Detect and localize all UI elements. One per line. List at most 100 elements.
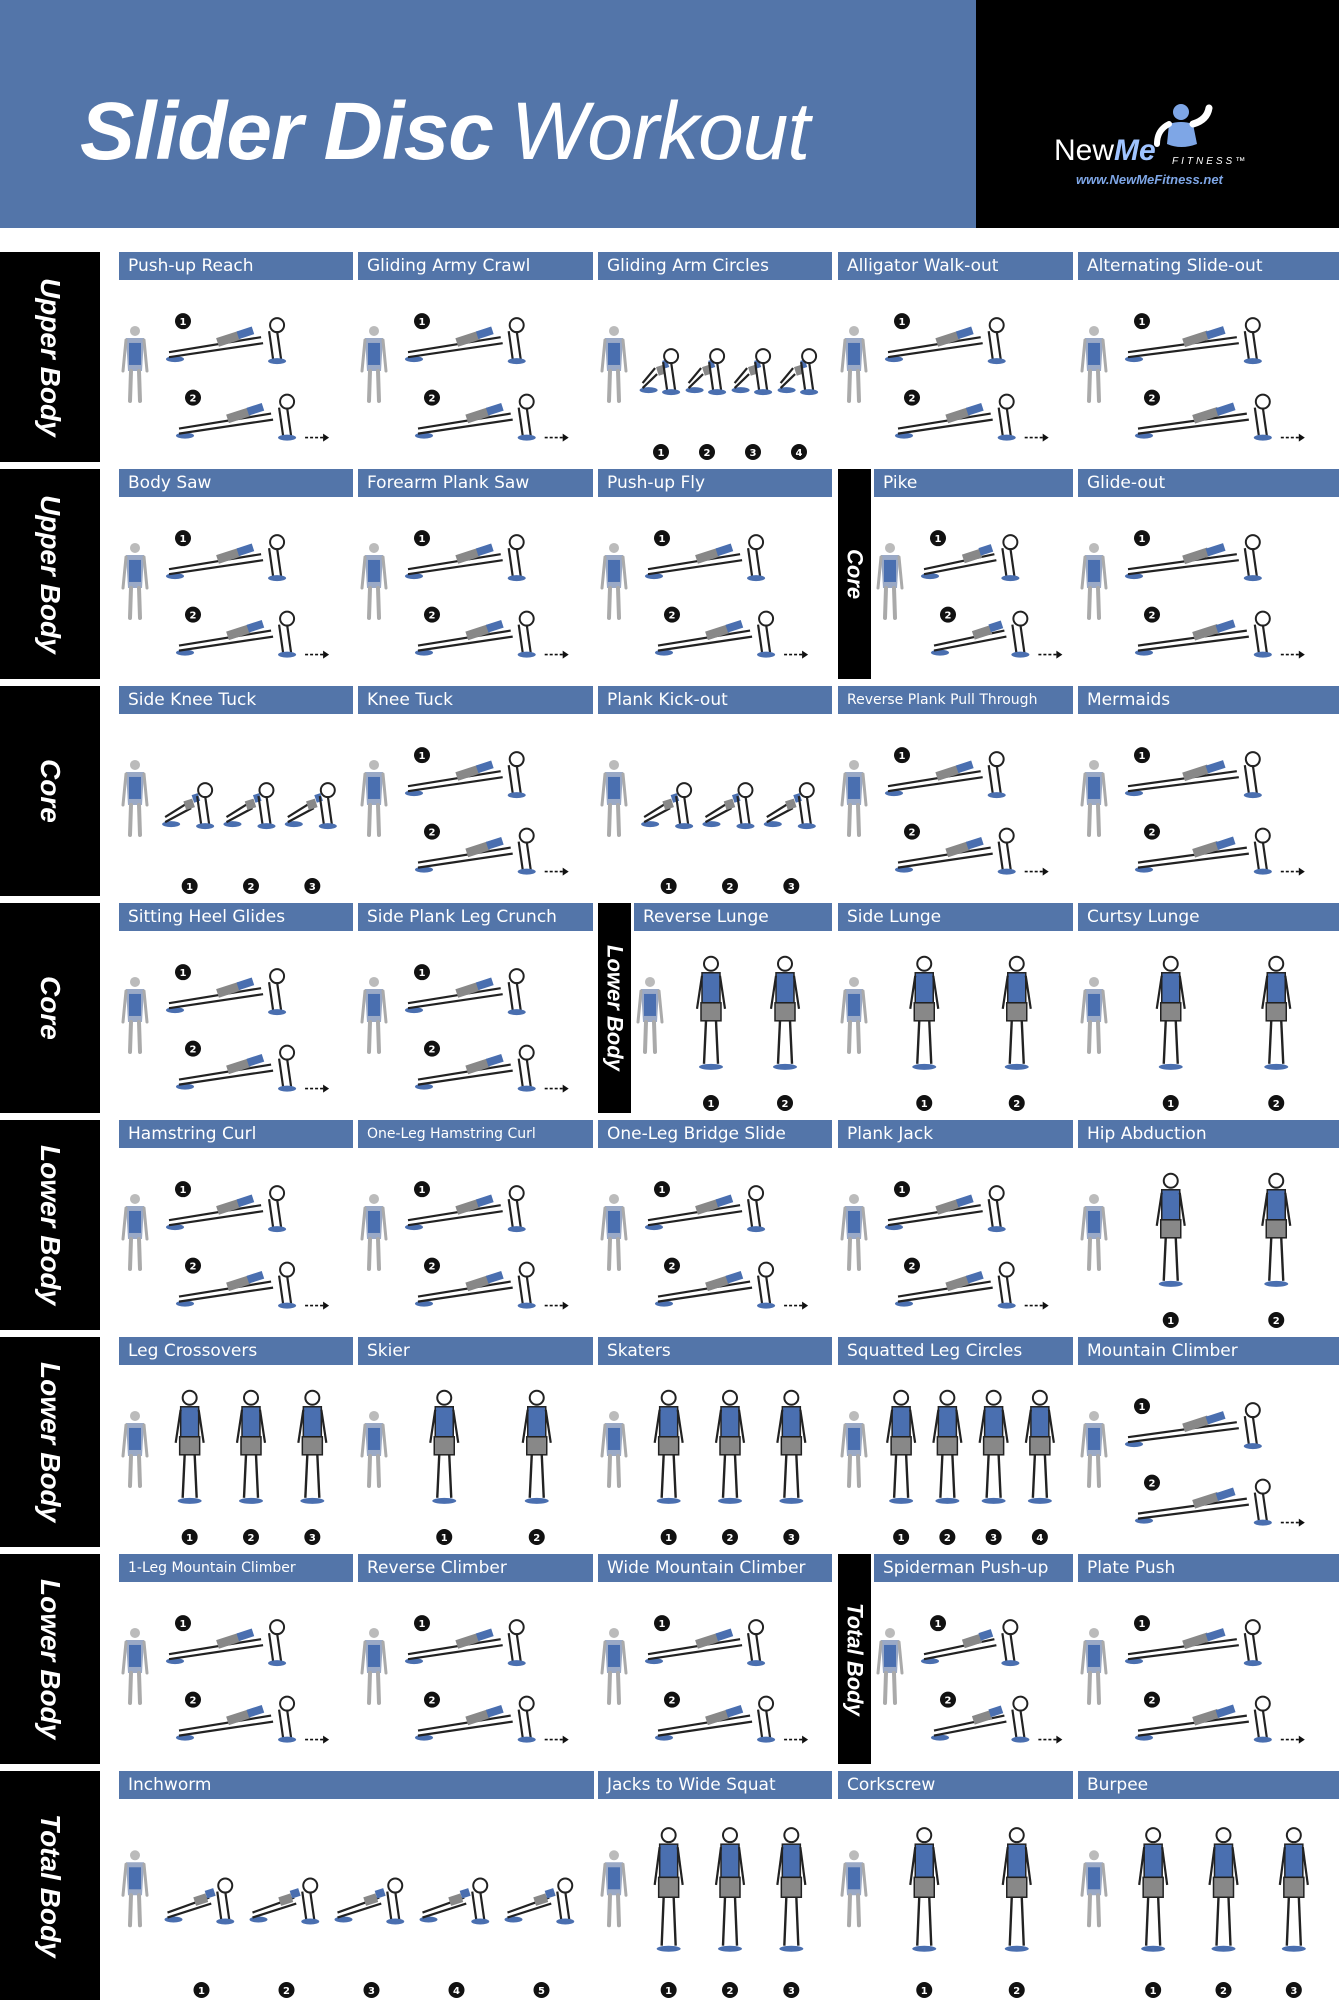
step-number-badge: 2 <box>424 606 440 623</box>
svg-text:1: 1 <box>419 534 426 545</box>
exercise-title: Plank Jack <box>838 1120 1073 1148</box>
exercise-figure-icon <box>641 782 694 830</box>
exercise-figure-icon <box>895 1261 1049 1310</box>
exercise-card-corkscrew: Corkscrew 1 2 <box>838 1771 1073 2000</box>
step-number-badge: 1 <box>414 747 430 764</box>
svg-text:2: 2 <box>727 882 734 893</box>
muscle-map-icon <box>121 1193 149 1271</box>
exercise-figure-icon <box>655 1261 809 1310</box>
muscle-map-icon <box>600 1193 628 1271</box>
svg-text:1: 1 <box>180 317 187 328</box>
muscle-map-icon <box>121 759 149 837</box>
exercise-title: Gliding Arm Circles <box>598 252 832 280</box>
exercise-figure-icon <box>174 1389 205 1504</box>
step-number-badge: 2 <box>278 1982 295 1998</box>
exercise-card-one-leg-hamstring-curl: One-Leg Hamstring Curl 1 2 <box>358 1120 593 1330</box>
step-number-badge: 2 <box>185 606 201 623</box>
exercise-figure-icon <box>166 534 287 582</box>
svg-text:2: 2 <box>248 1533 255 1544</box>
exercise-title: Curtsy Lunge <box>1078 903 1339 931</box>
svg-text:1: 1 <box>665 882 672 893</box>
step-number-badge: 1 <box>175 1615 191 1632</box>
exercise-figure: 1 2 3 4 5 <box>119 1799 594 2000</box>
exercise-figure-icon <box>645 1185 766 1233</box>
step-number-badge: 1 <box>660 1529 677 1545</box>
svg-text:1: 1 <box>441 1533 448 1544</box>
muscle-map-icon <box>1080 759 1108 837</box>
exercise-title: Skaters <box>598 1337 832 1365</box>
step-number-badge: 2 <box>777 1095 793 1111</box>
svg-text:2: 2 <box>190 1262 197 1273</box>
exercise-figure-icon <box>1125 534 1262 582</box>
exercise-title: Mountain Climber <box>1078 1337 1339 1365</box>
muscle-map-icon <box>840 976 868 1054</box>
exercise-figure: 1 2 3 4 <box>598 280 832 462</box>
svg-text:2: 2 <box>1273 1099 1280 1110</box>
exercise-title: Alligator Walk-out <box>838 252 1073 280</box>
exercise-illustration: 12 <box>876 1615 1063 1744</box>
exercise-figure-icon <box>521 1389 552 1504</box>
muscle-map-icon <box>1080 976 1108 1054</box>
exercise-illustration: 12 <box>121 964 330 1093</box>
exercise-card-burpee: Burpee 1 2 3 <box>1078 1771 1339 2000</box>
exercise-figure: 1 2 3 <box>598 714 832 896</box>
muscle-map-icon <box>1080 1410 1108 1488</box>
svg-text:1: 1 <box>186 882 193 893</box>
exercise-figure-icon <box>1125 317 1262 365</box>
exercise-card-side-plank-leg-crunch: Side Plank Leg Crunch 1 2 <box>358 903 593 1113</box>
svg-text:2: 2 <box>945 1696 952 1707</box>
exercise-title: Push-up Fly <box>598 469 832 497</box>
svg-text:2: 2 <box>1149 394 1156 405</box>
svg-text:1: 1 <box>935 1619 942 1630</box>
muscle-map-icon <box>876 1627 904 1705</box>
step-number-badge: 2 <box>185 1257 201 1274</box>
exercise-card-1-leg-mountain-climber: 1-Leg Mountain Climber 1 2 <box>119 1554 353 1764</box>
muscle-map-icon <box>1080 325 1108 403</box>
exercise-figure-icon <box>1001 1827 1032 1952</box>
muscle-map-icon <box>121 976 149 1054</box>
step-number-badge: 1 <box>414 313 430 330</box>
category-label-core: Core <box>0 686 100 896</box>
exercise-figure-icon <box>1138 1827 1169 1952</box>
exercise-figure-icon <box>776 1827 807 1952</box>
svg-text:1: 1 <box>198 1986 205 1997</box>
step-number-badge: 2 <box>424 389 440 406</box>
step-number-badge: 1 <box>1134 747 1150 764</box>
svg-text:2: 2 <box>1149 1696 1156 1707</box>
category-label-upper-body: Upper Body <box>0 469 100 679</box>
exercise-illustration: 12 <box>600 1181 809 1310</box>
svg-text:2: 2 <box>1149 828 1156 839</box>
svg-text:1: 1 <box>1139 317 1146 328</box>
exercise-figure-icon <box>886 1389 917 1504</box>
muscle-map-icon <box>360 1193 388 1271</box>
svg-text:2: 2 <box>429 828 436 839</box>
exercise-illustration: 1 2 3 <box>121 1389 328 1545</box>
category-label-lower-body: Lower Body <box>0 1120 100 1330</box>
svg-text:1: 1 <box>180 1619 187 1630</box>
svg-text:1: 1 <box>1150 1986 1157 1997</box>
exercise-illustration: 12 <box>360 1615 569 1744</box>
svg-text:1: 1 <box>419 1185 426 1196</box>
exercise-card-glide-out: Glide-out 1 2 <box>1078 469 1339 679</box>
svg-text:1: 1 <box>899 317 906 328</box>
svg-text:1: 1 <box>935 534 942 545</box>
exercise-figure-icon <box>176 1044 330 1093</box>
exercise-card-sitting-heel-glides: Sitting Heel Glides 1 2 <box>119 903 353 1113</box>
exercise-card-gliding-arm-circles: Gliding Arm Circles 1 2 3 4 <box>598 252 832 462</box>
exercise-card-push-up-reach: Push-up Reach 1 2 <box>119 252 353 462</box>
exercise-figure-icon <box>1135 1695 1305 1744</box>
step-number-badge: 1 <box>181 878 198 894</box>
step-number-badge: 2 <box>528 1529 545 1545</box>
exercise-figure-icon <box>1155 955 1186 1070</box>
